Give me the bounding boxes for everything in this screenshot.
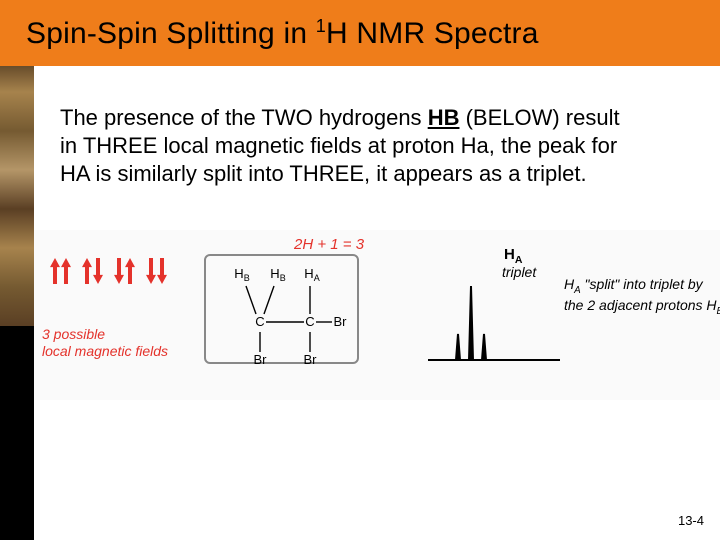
molecule-panel: 2H + 1 = 3 C C HB HB HA Br Br Br <box>204 236 404 366</box>
rc-hb-sub: B <box>717 306 720 317</box>
body-l2: in THREE local magnetic fields at proton… <box>60 133 617 158</box>
page-title: Spin-Spin Splitting in 1H NMR Spectra <box>26 16 539 51</box>
spin-arrow-col <box>114 258 136 289</box>
atom-c2: C <box>305 314 314 329</box>
left-sidebar <box>0 66 34 540</box>
atom-br3: Br <box>304 352 318 367</box>
atom-c1: C <box>255 314 264 329</box>
title-pre: Spin-Spin Splitting in <box>26 17 316 50</box>
body-l3: HA is similarly split into THREE, it app… <box>60 161 587 186</box>
title-post: H NMR Spectra <box>326 17 539 50</box>
spin-arrow-col <box>146 258 168 289</box>
molecule-equation: 2H + 1 = 3 <box>294 236 364 253</box>
arrows-caption: 3 possible local magnetic fields <box>42 326 192 359</box>
triplet-label: HA <box>504 246 522 266</box>
header-bar: Spin-Spin Splitting in 1H NMR Spectra <box>0 0 720 66</box>
spin-arrows <box>50 258 180 289</box>
spin-arrow-col <box>82 258 104 289</box>
atom-br2: Br <box>334 314 348 329</box>
atom-hb2: HB <box>270 266 285 283</box>
rc-ha: H <box>564 276 574 292</box>
body-l1b: (BELOW) result <box>459 105 619 130</box>
body-hb: HB <box>428 105 460 130</box>
spin-arrow-col <box>50 258 72 289</box>
right-caption: HA "split" into triplet by the 2 adjacen… <box>564 276 720 318</box>
rc-l1b: "split" into triplet by <box>581 276 703 292</box>
arrows-cap-a: 3 possible <box>42 326 105 342</box>
triplet-panel: HA triplet <box>424 240 564 380</box>
triplet-label-h: H <box>504 246 515 263</box>
arrows-cap-b: local magnetic fields <box>42 343 168 359</box>
triplet-spectrum <box>424 240 564 380</box>
page-number: 13-4 <box>678 513 704 528</box>
body-l1a: The presence of the TWO hydrogens <box>60 105 428 130</box>
rc-l2a: the 2 adjacent protons H <box>564 297 717 313</box>
atom-br1: Br <box>254 352 268 367</box>
atom-hb1: HB <box>234 266 249 283</box>
diagram-panel: 3 possible local magnetic fields 2H + 1 … <box>34 230 720 400</box>
title-sup: 1 <box>316 16 326 36</box>
molecule-structure: C C HB HB HA Br Br Br <box>212 260 352 370</box>
atom-ha: HA <box>304 266 319 283</box>
body-paragraph: The presence of the TWO hydrogens HB (BE… <box>60 104 670 188</box>
sidebar-texture <box>0 66 34 326</box>
triplet-sublabel: triplet <box>502 264 536 280</box>
